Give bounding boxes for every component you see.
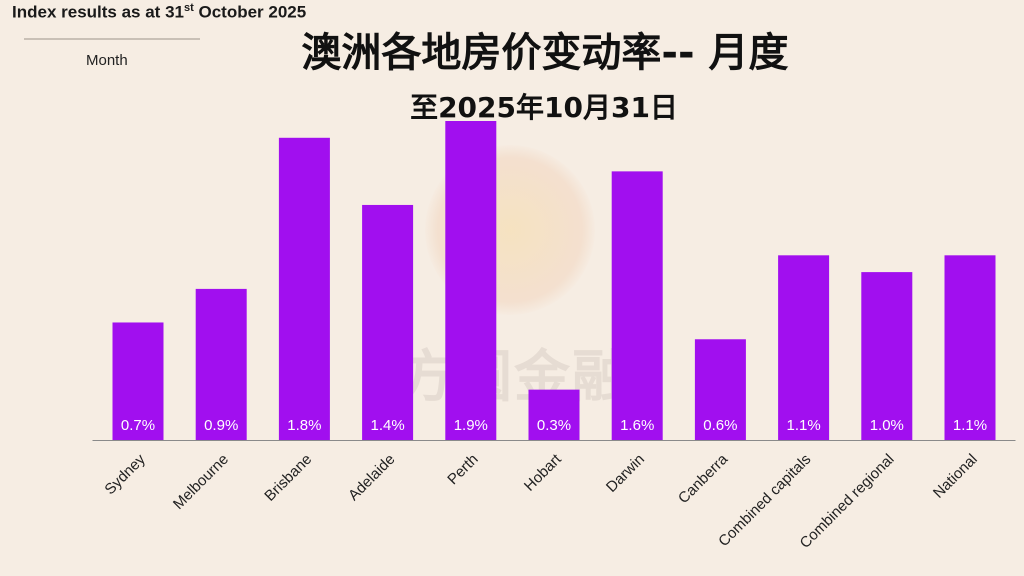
bar-hobart	[528, 389, 580, 440]
header-divider	[24, 38, 200, 40]
category-label: National	[930, 451, 981, 502]
category-label: Combined capitals	[715, 451, 814, 550]
category-label-group: Sydney Melbourne Brisbane Adelaide Perth Hoba…	[101, 450, 980, 552]
category-label: Melbourne	[170, 451, 232, 513]
bar-adelaide	[362, 204, 414, 440]
header-ordinal-suffix: st	[183, 2, 194, 14]
period-label: Month	[86, 52, 128, 69]
value-label: 1.1%	[786, 417, 820, 434]
category-label: Hobart	[521, 450, 565, 494]
header-tail: October 2025	[193, 2, 307, 22]
category-label: Canberra	[675, 450, 732, 507]
chart-subtitle: 至2025年10月31日	[410, 91, 678, 124]
value-label: 0.6%	[703, 417, 737, 434]
category-label: Perth	[444, 451, 481, 488]
chart-title: 澳洲各地房价变动率-- 月度	[301, 30, 789, 76]
value-label: 0.7%	[121, 417, 155, 434]
bar-melbourne	[195, 288, 247, 440]
bar-national	[944, 255, 996, 440]
bar-combined-regional	[861, 272, 913, 440]
bar-perth	[445, 121, 497, 440]
value-label: 1.6%	[620, 417, 654, 434]
category-label: Combined regional	[797, 451, 898, 552]
bar-darwin	[611, 171, 663, 441]
value-label: 1.1%	[953, 417, 987, 434]
value-label: 1.4%	[370, 417, 404, 434]
bar-brisbane	[278, 137, 330, 440]
value-label: 0.9%	[204, 417, 238, 434]
bar-group: 0.7% 0.9% 1.8% 1.4% 1.9% 0.3% 1.6% 0.6% 1.1% 1.0%…	[112, 121, 996, 441]
watermark-text: 方圆金融	[398, 345, 630, 410]
category-label: Adelaide	[345, 451, 398, 504]
value-label: 1.0%	[870, 417, 904, 434]
category-label: Brisbane	[261, 451, 315, 505]
category-label: Sydney	[101, 450, 149, 498]
bar-combined-capitals	[778, 255, 830, 440]
bar-canberra	[694, 339, 746, 440]
header-prefix: Index results as at 31	[12, 2, 184, 22]
value-label: 1.8%	[287, 417, 321, 434]
value-label: 0.3%	[537, 417, 571, 434]
category-label: Darwin	[603, 451, 648, 496]
value-label: 1.9%	[454, 417, 488, 434]
index-results-header: Index results as at 31st October 2025	[12, 2, 306, 23]
bar-sydney	[112, 322, 164, 440]
